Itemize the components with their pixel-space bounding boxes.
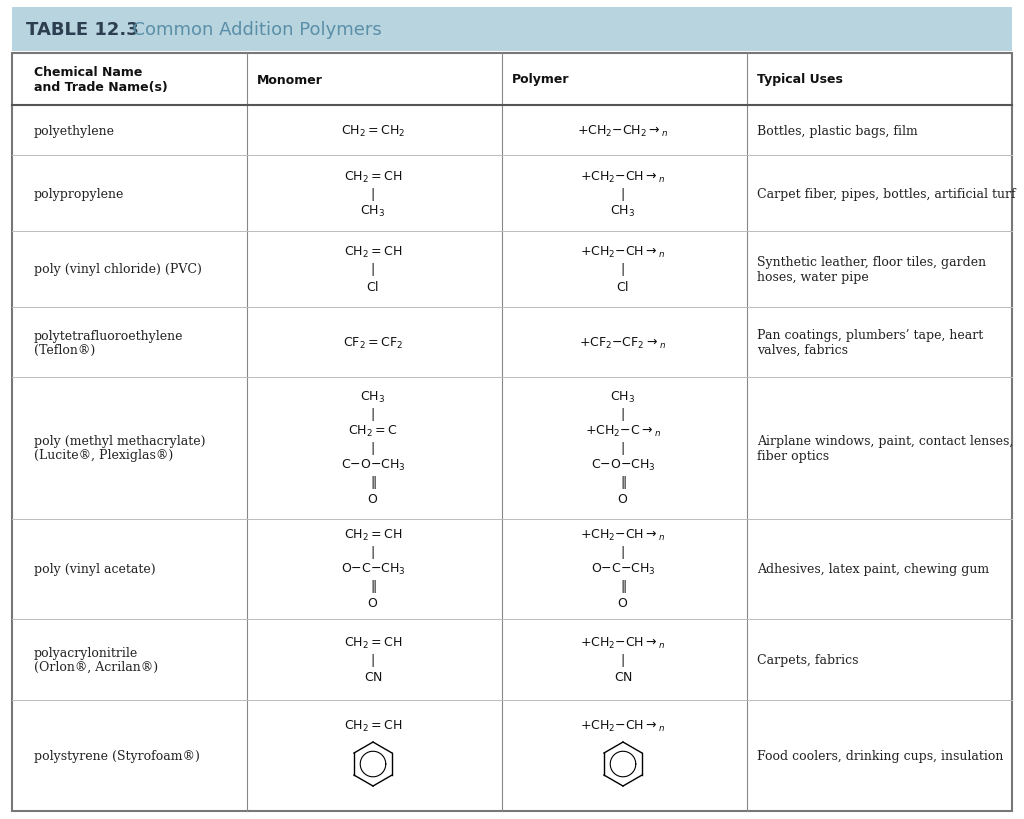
Text: $\mathrm{CH_3}$: $\mathrm{CH_3}$ [360, 203, 386, 219]
Text: $+\mathrm{CH_2{-}CH}\rightarrow_n$: $+\mathrm{CH_2{-}CH}\rightarrow_n$ [581, 170, 666, 184]
Text: ‖: ‖ [620, 476, 626, 489]
Text: Common Addition Polymers: Common Addition Polymers [121, 21, 382, 39]
Text: $\mathrm{CH_2{=}CH}$: $\mathrm{CH_2{=}CH}$ [344, 717, 402, 733]
Text: |: | [371, 545, 375, 559]
Text: $\mathrm{CH_2{=}CH}$: $\mathrm{CH_2{=}CH}$ [344, 527, 402, 543]
Text: TABLE 12.3: TABLE 12.3 [26, 21, 138, 39]
Text: Typical Uses: Typical Uses [757, 74, 843, 86]
Text: |: | [621, 654, 625, 667]
Text: $\mathrm{CH_3}$: $\mathrm{CH_3}$ [610, 390, 636, 405]
Text: Carpets, fabrics: Carpets, fabrics [757, 654, 858, 667]
Text: Polymer: Polymer [512, 74, 569, 86]
Text: polytetrafluoroethylene: polytetrafluoroethylene [34, 329, 183, 342]
Text: $\mathrm{CH_2{=}CH}$: $\mathrm{CH_2{=}CH}$ [344, 170, 402, 184]
Text: Synthetic leather, floor tiles, garden
hoses, water pipe: Synthetic leather, floor tiles, garden h… [757, 256, 986, 283]
Text: |: | [371, 442, 375, 455]
Text: Airplane windows, paint, contact lenses,
fiber optics: Airplane windows, paint, contact lenses,… [757, 434, 1014, 463]
Text: $\mathrm{CF_2{=}CF_2}$: $\mathrm{CF_2{=}CF_2}$ [343, 335, 403, 351]
Text: $\mathrm{CH_2{=}CH}$: $\mathrm{CH_2{=}CH}$ [344, 636, 402, 650]
Text: $+\mathrm{CF_2{-}CF_2}\rightarrow_n$: $+\mathrm{CF_2{-}CF_2}\rightarrow_n$ [580, 335, 667, 351]
Text: $\mathrm{O{-}C{-}CH_3}$: $\mathrm{O{-}C{-}CH_3}$ [341, 562, 406, 577]
Text: |: | [621, 442, 625, 455]
Text: $\mathrm{O}$: $\mathrm{O}$ [368, 597, 379, 609]
Text: $\mathrm{CH_2{=}CH}$: $\mathrm{CH_2{=}CH}$ [344, 245, 402, 260]
Text: ‖: ‖ [620, 580, 626, 593]
Text: Bottles, plastic bags, film: Bottles, plastic bags, film [757, 124, 918, 138]
Text: $+\mathrm{CH_2{-}CH}\rightarrow_n$: $+\mathrm{CH_2{-}CH}\rightarrow_n$ [581, 527, 666, 543]
Text: Pan coatings, plumbers’ tape, heart
valves, fabrics: Pan coatings, plumbers’ tape, heart valv… [757, 328, 983, 356]
Text: Food coolers, drinking cups, insulation: Food coolers, drinking cups, insulation [757, 749, 1004, 762]
Text: polyethylene: polyethylene [34, 124, 115, 138]
Text: Adhesives, latex paint, chewing gum: Adhesives, latex paint, chewing gum [757, 563, 989, 576]
Text: Carpet fiber, pipes, bottles, artificial turf: Carpet fiber, pipes, bottles, artificial… [757, 188, 1016, 201]
Text: $\mathrm{Cl}$: $\mathrm{Cl}$ [616, 279, 630, 293]
Text: (Teflon®): (Teflon®) [34, 343, 95, 356]
Text: $\mathrm{CN}$: $\mathrm{CN}$ [364, 671, 382, 683]
Text: $\mathrm{C{-}O{-}CH_3}$: $\mathrm{C{-}O{-}CH_3}$ [591, 458, 655, 473]
Text: $+\mathrm{CH_2{-}CH}\rightarrow_n$: $+\mathrm{CH_2{-}CH}\rightarrow_n$ [581, 245, 666, 260]
Text: poly (vinyl acetate): poly (vinyl acetate) [34, 563, 156, 576]
Bar [12, 8, 1012, 52]
Text: $\mathrm{O}$: $\mathrm{O}$ [617, 493, 629, 506]
Text: |: | [621, 408, 625, 421]
Text: $\mathrm{Cl}$: $\mathrm{Cl}$ [367, 279, 380, 293]
Text: |: | [371, 188, 375, 201]
Text: poly (vinyl chloride) (PVC): poly (vinyl chloride) (PVC) [34, 263, 202, 276]
Text: $+\mathrm{CH_2{-}CH}\rightarrow_n$: $+\mathrm{CH_2{-}CH}\rightarrow_n$ [581, 717, 666, 733]
Text: polystyrene (Styrofoam®): polystyrene (Styrofoam®) [34, 749, 200, 762]
Text: polyacrylonitrile: polyacrylonitrile [34, 646, 138, 659]
Text: |: | [371, 654, 375, 667]
Text: $+\mathrm{CH_2{-}CH}\rightarrow_n$: $+\mathrm{CH_2{-}CH}\rightarrow_n$ [581, 636, 666, 650]
Text: $\mathrm{O{-}C{-}CH_3}$: $\mathrm{O{-}C{-}CH_3}$ [591, 562, 655, 577]
Text: ‖: ‖ [370, 580, 376, 593]
Text: $+\mathrm{CH_2{-}C}\rightarrow_n$: $+\mathrm{CH_2{-}C}\rightarrow_n$ [585, 424, 662, 439]
Text: |: | [621, 545, 625, 559]
Text: $\mathrm{CN}$: $\mathrm{CN}$ [613, 671, 633, 683]
Text: (Orlon®, Acrilan®): (Orlon®, Acrilan®) [34, 660, 158, 673]
Text: Monomer: Monomer [257, 74, 323, 86]
Text: $\mathrm{O}$: $\mathrm{O}$ [368, 493, 379, 506]
Text: $\mathrm{CH_2{=}CH_2}$: $\mathrm{CH_2{=}CH_2}$ [341, 124, 406, 138]
Text: $+\mathrm{CH_2{-}CH_2}\rightarrow_n$: $+\mathrm{CH_2{-}CH_2}\rightarrow_n$ [578, 124, 669, 138]
Text: $\mathrm{O}$: $\mathrm{O}$ [617, 597, 629, 609]
Text: $\mathrm{CH_3}$: $\mathrm{CH_3}$ [360, 390, 386, 405]
Text: |: | [621, 263, 625, 276]
Text: |: | [371, 408, 375, 421]
Text: |: | [621, 188, 625, 201]
Text: poly (methyl methacrylate): poly (methyl methacrylate) [34, 435, 206, 448]
Text: polypropylene: polypropylene [34, 188, 124, 201]
Text: Chemical Name
and Trade Name(s): Chemical Name and Trade Name(s) [34, 66, 168, 94]
Text: (Lucite®, Plexiglas®): (Lucite®, Plexiglas®) [34, 449, 173, 462]
Text: ‖: ‖ [370, 476, 376, 489]
Text: $\mathrm{CH_3}$: $\mathrm{CH_3}$ [610, 203, 636, 219]
Text: |: | [371, 263, 375, 276]
Text: $\mathrm{C{-}O{-}CH_3}$: $\mathrm{C{-}O{-}CH_3}$ [341, 458, 406, 473]
Text: $\mathrm{CH_2{=}C}$: $\mathrm{CH_2{=}C}$ [348, 424, 397, 439]
